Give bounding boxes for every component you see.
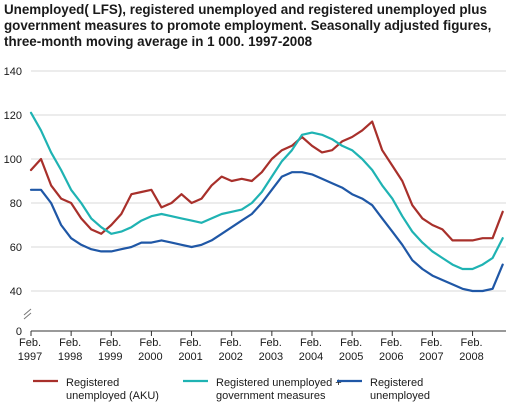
x-tick-month-2008: Feb. xyxy=(461,337,483,349)
chart-title: Unemployed( LFS), registered unemployed … xyxy=(4,2,492,49)
axis-break-mark-2 xyxy=(23,312,32,320)
y-tick-label-120: 120 xyxy=(4,110,22,122)
axis-break-mark-1 xyxy=(23,308,32,316)
legend-label-2-2: government measures xyxy=(216,390,326,402)
x-tick-month-2003: Feb. xyxy=(260,337,282,349)
x-tick-month-2001: Feb. xyxy=(180,337,202,349)
legend-label-1-1: Registered xyxy=(66,377,119,389)
x-tick-year-2003: 2003 xyxy=(259,351,283,363)
x-tick-year-2007: 2007 xyxy=(419,351,443,363)
x-tick-year-2008: 2008 xyxy=(459,351,483,363)
x-tick-month-2000: Feb. xyxy=(139,337,161,349)
x-tick-year-1998: 1998 xyxy=(58,351,82,363)
series-line-1 xyxy=(29,120,504,242)
x-tick-year-1997: 1997 xyxy=(18,351,42,363)
x-tick-month-2005: Feb. xyxy=(340,337,362,349)
x-tick-month-1997: Feb. xyxy=(19,337,41,349)
x-tick-year-2006: 2006 xyxy=(379,351,403,363)
x-tick-year-2005: 2005 xyxy=(339,351,363,363)
legend-label-1-2: unemployed (AKU) xyxy=(66,390,159,402)
x-tick-month-1999: Feb. xyxy=(99,337,121,349)
x-tick-month-2002: Feb. xyxy=(220,337,242,349)
legend-label-3-2: unemployed xyxy=(370,390,430,402)
x-tick-year-2004: 2004 xyxy=(299,351,323,363)
y-tick-label-140: 140 xyxy=(4,66,22,78)
x-axis-tick-labels: Feb. 1997 Feb. 1998 Feb. 1999 Feb. 2000 Feb. 2001… xyxy=(18,331,484,363)
x-tick-month-2007: Feb. xyxy=(420,337,442,349)
series-line-2 xyxy=(29,111,504,271)
x-tick-year-2002: 2002 xyxy=(218,351,242,363)
legend-label-3-1: Registered xyxy=(370,377,423,389)
x-tick-year-2000: 2000 xyxy=(138,351,162,363)
y-tick-label-100: 100 xyxy=(4,154,22,166)
x-tick-month-2004: Feb. xyxy=(300,337,322,349)
x-tick-year-2001: 2001 xyxy=(178,351,202,363)
series-line-3 xyxy=(29,171,504,293)
y-tick-label-0: 0 xyxy=(16,326,22,338)
axes xyxy=(23,308,506,332)
x-tick-month-1998: Feb. xyxy=(59,337,81,349)
series-lines xyxy=(29,111,504,293)
gridlines xyxy=(31,70,506,292)
y-axis-tick-labels: 0 40 60 80 100 120 140 xyxy=(4,66,22,338)
y-tick-label-80: 80 xyxy=(10,198,22,210)
x-tick-month-2006: Feb. xyxy=(380,337,402,349)
y-tick-label-40: 40 xyxy=(10,286,22,298)
y-tick-label-60: 60 xyxy=(10,242,22,254)
x-tick-year-1999: 1999 xyxy=(98,351,122,363)
legend-label-2-1: Registered unemployed + xyxy=(216,377,342,389)
